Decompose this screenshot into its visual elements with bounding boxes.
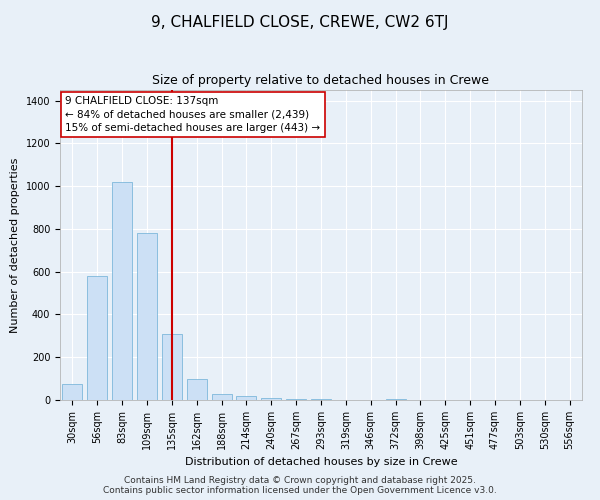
Bar: [212, 394, 232, 400]
Y-axis label: Number of detached properties: Number of detached properties: [10, 158, 20, 332]
Bar: [137, 233, 157, 400]
Bar: [311, 399, 331, 400]
Text: 9, CHALFIELD CLOSE, CREWE, CW2 6TJ: 9, CHALFIELD CLOSE, CREWE, CW2 6TJ: [151, 15, 449, 30]
Bar: [187, 378, 206, 400]
Bar: [162, 334, 182, 400]
Bar: [88, 276, 107, 400]
X-axis label: Distribution of detached houses by size in Crewe: Distribution of detached houses by size …: [185, 458, 457, 468]
Text: 9 CHALFIELD CLOSE: 137sqm
← 84% of detached houses are smaller (2,439)
15% of se: 9 CHALFIELD CLOSE: 137sqm ← 84% of detac…: [65, 96, 320, 132]
Bar: [62, 384, 82, 400]
Bar: [262, 398, 281, 400]
Bar: [286, 399, 306, 400]
Text: Contains HM Land Registry data © Crown copyright and database right 2025.
Contai: Contains HM Land Registry data © Crown c…: [103, 476, 497, 495]
Bar: [386, 399, 406, 400]
Bar: [112, 182, 132, 400]
Bar: [236, 396, 256, 400]
Title: Size of property relative to detached houses in Crewe: Size of property relative to detached ho…: [152, 74, 490, 88]
